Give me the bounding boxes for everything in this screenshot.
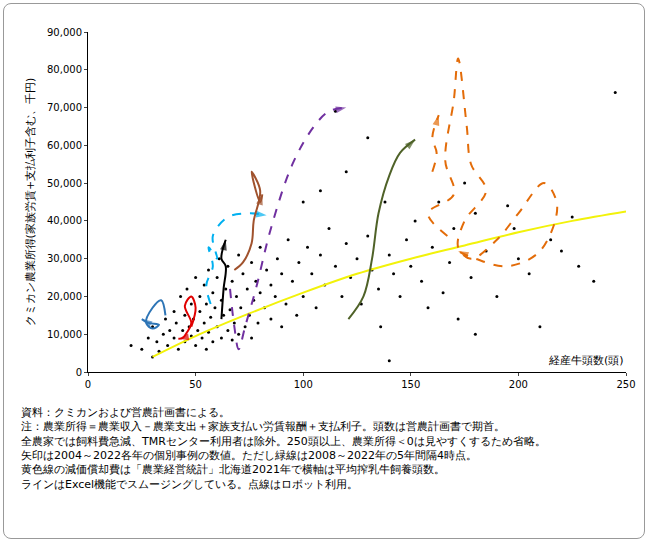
svg-text:60,000: 60,000: [47, 140, 82, 151]
svg-text:クミカン農業所得(家族労賃+支払利子含む、千円): クミカン農業所得(家族労賃+支払利子含む、千円): [24, 78, 37, 327]
svg-text:40,000: 40,000: [47, 215, 82, 226]
svg-text:30,000: 30,000: [47, 253, 82, 264]
svg-text:80,000: 80,000: [47, 64, 82, 75]
svg-text:10,000: 10,000: [47, 329, 82, 340]
svg-text:50,000: 50,000: [47, 178, 82, 189]
svg-text:150: 150: [401, 379, 420, 390]
svg-text:70,000: 70,000: [47, 102, 82, 113]
svg-text:250: 250: [616, 379, 635, 390]
svg-text:0: 0: [76, 367, 82, 378]
svg-text:20,000: 20,000: [47, 291, 82, 302]
svg-text:90,000: 90,000: [47, 27, 82, 38]
svg-text:50: 50: [189, 379, 202, 390]
svg-text:経産牛頭数(頭): 経産牛頭数(頭): [548, 354, 624, 367]
svg-text:100: 100: [294, 379, 313, 390]
svg-text:200: 200: [509, 379, 528, 390]
svg-text:資料：クミカンおよび営農計画書による。注：農業所得＝農業収入: 資料：クミカンおよび営農計画書による。注：農業所得＝農業収入－農業支出＋家族支払…: [21, 406, 546, 491]
svg-text:0: 0: [85, 379, 91, 390]
